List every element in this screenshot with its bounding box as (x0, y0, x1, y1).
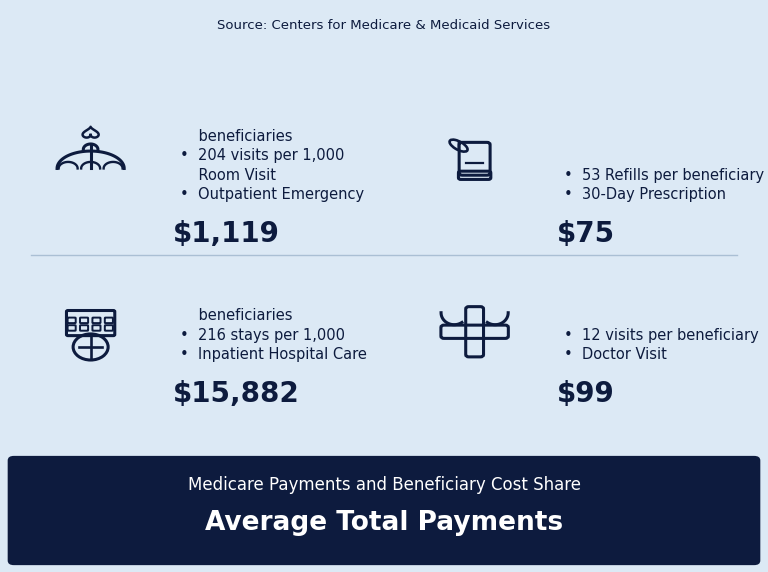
Text: •  Inpatient Hospital Care: • Inpatient Hospital Care (180, 347, 367, 362)
FancyBboxPatch shape (8, 456, 760, 565)
Text: •  30-Day Prescription: • 30-Day Prescription (564, 187, 727, 202)
Text: •  53 Refills per beneficiary: • 53 Refills per beneficiary (564, 168, 765, 182)
Text: $75: $75 (557, 220, 615, 248)
Text: $15,882: $15,882 (173, 380, 300, 408)
Text: $99: $99 (557, 380, 614, 408)
Text: Room Visit: Room Visit (180, 168, 276, 182)
Text: •  Doctor Visit: • Doctor Visit (564, 347, 667, 362)
Text: Source: Centers for Medicare & Medicaid Services: Source: Centers for Medicare & Medicaid … (217, 19, 551, 32)
Text: beneficiaries: beneficiaries (180, 308, 293, 323)
Text: beneficiaries: beneficiaries (180, 129, 293, 144)
Text: $1,119: $1,119 (173, 220, 280, 248)
Text: •  12 visits per beneficiary: • 12 visits per beneficiary (564, 328, 760, 343)
Text: Average Total Payments: Average Total Payments (205, 510, 563, 535)
Text: Medicare Payments and Beneficiary Cost Share: Medicare Payments and Beneficiary Cost S… (187, 476, 581, 494)
Text: •  216 stays per 1,000: • 216 stays per 1,000 (180, 328, 346, 343)
Text: •  204 visits per 1,000: • 204 visits per 1,000 (180, 148, 345, 163)
Text: •  Outpatient Emergency: • Outpatient Emergency (180, 187, 365, 202)
